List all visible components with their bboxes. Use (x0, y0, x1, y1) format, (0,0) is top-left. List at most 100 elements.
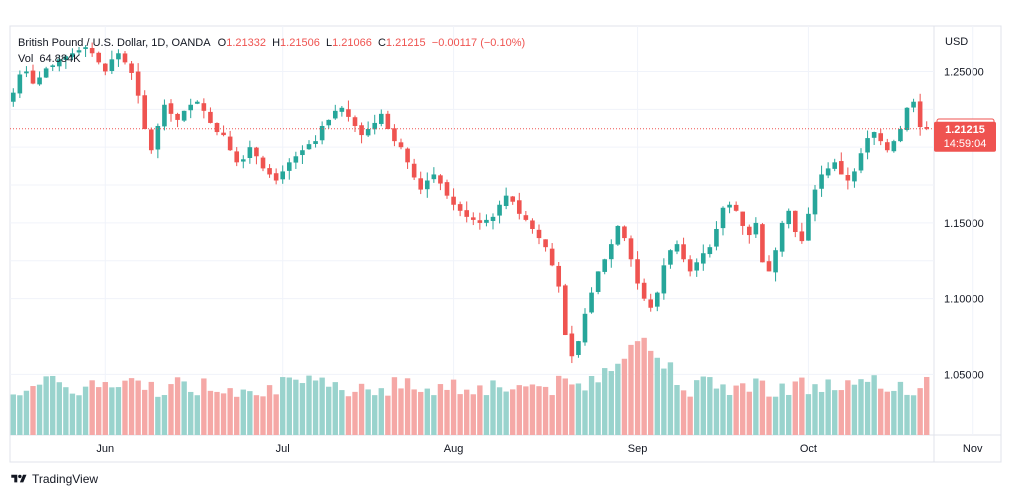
x-tick-label: Jun (96, 443, 114, 455)
volume-bar (188, 391, 194, 435)
volume-bar (299, 383, 306, 435)
high-value: 1.21506 (280, 37, 320, 49)
volume-bar (227, 388, 233, 435)
volume-bar (260, 396, 266, 435)
candle-body (63, 56, 69, 60)
candle-body (208, 111, 213, 123)
volume-bar (464, 389, 470, 435)
volume-bar (89, 380, 95, 435)
volume-bar (391, 377, 398, 435)
candle-body (470, 217, 476, 220)
vol-value: 64.884K (39, 53, 81, 65)
volume-bar (444, 389, 450, 435)
volume-bar (293, 379, 299, 435)
candle-body (313, 141, 318, 144)
volume-bar (766, 396, 772, 435)
candle-body (444, 182, 450, 196)
volume-bar (36, 384, 43, 435)
high-label: H (272, 37, 281, 49)
candle-body (188, 104, 194, 111)
volume-bar (582, 390, 588, 435)
volume-bar (891, 390, 897, 435)
volume-bar (82, 386, 89, 435)
candle-body (871, 132, 877, 138)
candle-body (273, 173, 279, 181)
candle-body (490, 216, 496, 221)
candle-body (569, 333, 575, 357)
candle-body (602, 259, 608, 272)
candle-body (740, 211, 746, 226)
volume-bar (411, 389, 417, 435)
volume-bar (43, 376, 49, 435)
volume-bar (273, 394, 279, 435)
candle-body (917, 101, 923, 128)
change-value: −0.00117 (−0.10%) (431, 37, 526, 49)
volume-bar (142, 389, 148, 435)
volume-bar (431, 395, 437, 435)
candle-body (326, 119, 332, 126)
candle-body (267, 168, 272, 175)
candle-body (37, 77, 42, 85)
candle-body (194, 101, 200, 104)
volume-bar (496, 387, 503, 435)
volume-bar (63, 387, 69, 435)
volume-bar (910, 395, 917, 435)
candle-body (50, 65, 56, 67)
candle-body (687, 259, 693, 272)
candle-body (582, 313, 588, 343)
volume-bar (181, 381, 187, 435)
candle-body (733, 204, 739, 211)
candle-body (129, 63, 134, 73)
candle-body (661, 265, 667, 294)
volume-bar (536, 386, 542, 435)
volume-bar (345, 396, 352, 435)
volume-bar (542, 386, 549, 435)
volume-bar (845, 380, 851, 435)
volume-bar (694, 380, 700, 435)
candle-body (858, 153, 864, 171)
candle-body (668, 250, 673, 265)
volume-bar (851, 384, 858, 435)
close-value: 1.21215 (385, 37, 426, 49)
candle-body (346, 109, 351, 117)
volume-bar (122, 380, 128, 435)
candle-body (109, 59, 115, 71)
volume-bar (799, 377, 805, 435)
candle-body (418, 178, 424, 190)
volume-bar (490, 380, 496, 435)
volume-bar (562, 378, 568, 435)
volume-bar (483, 395, 490, 435)
x-tick-label: Nov (963, 443, 983, 455)
candle-body (352, 117, 358, 126)
candle-body (260, 157, 266, 169)
candle-body (378, 113, 384, 124)
volume-bar (634, 341, 641, 435)
candle-body (162, 104, 167, 127)
volume-bar (194, 395, 200, 435)
volume-bar (385, 395, 391, 435)
volume-bar (372, 395, 378, 435)
volume-bar (319, 377, 325, 435)
candle-body (878, 133, 884, 142)
tradingview-branding[interactable]: TradingView (10, 472, 98, 486)
candle-body (543, 239, 548, 248)
volume-bar (549, 395, 555, 435)
volume-bar (115, 387, 122, 435)
candle-body (806, 213, 811, 241)
candle-body (766, 261, 772, 272)
candle-body (845, 175, 851, 181)
candle-body (319, 125, 325, 141)
volume-bar (155, 396, 161, 435)
candle-body (56, 59, 62, 67)
candle-body (300, 150, 305, 156)
open-value: 1.21332 (226, 37, 266, 49)
volume-bar (575, 383, 582, 435)
candle-body (819, 174, 824, 189)
candle-body (221, 132, 226, 136)
candle-body (589, 292, 594, 313)
candle-body (214, 122, 220, 133)
candle-body (155, 125, 161, 150)
candle-body (562, 285, 568, 336)
candle-body (464, 210, 470, 217)
